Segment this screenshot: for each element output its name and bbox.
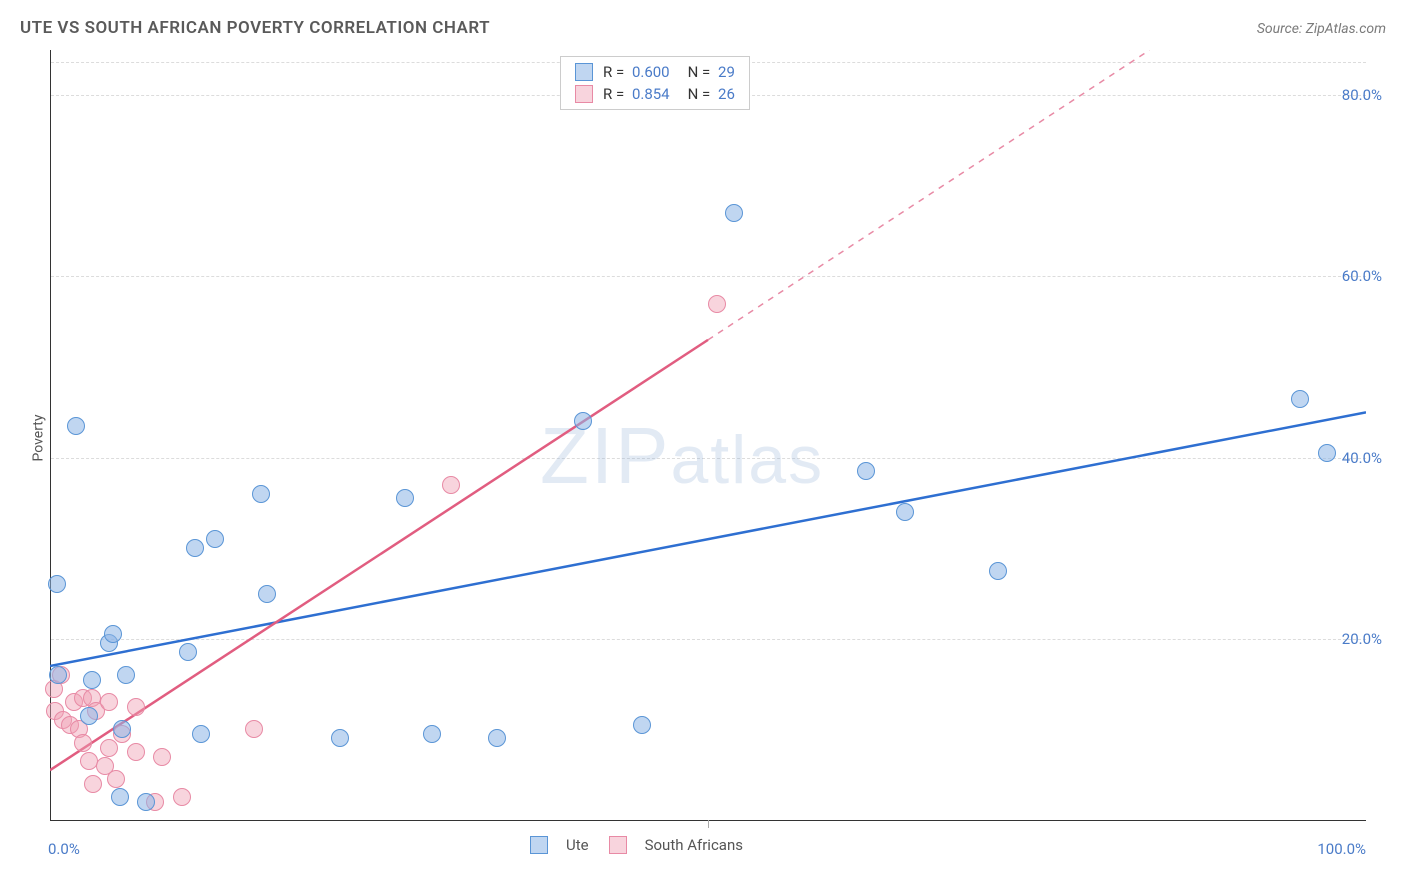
data-point	[113, 720, 131, 738]
legend-item-ute: Ute	[530, 836, 589, 854]
data-point	[396, 489, 414, 507]
data-point	[127, 743, 145, 761]
data-point	[153, 748, 171, 766]
series-legend: Ute South Africans	[530, 836, 743, 854]
swatch-ute-icon	[530, 836, 548, 854]
grid-line	[51, 458, 1366, 459]
swatch-sa	[575, 85, 593, 103]
data-point	[100, 693, 118, 711]
correlation-legend: R = 0.600 N = 29 R = 0.854 N = 26	[560, 56, 750, 110]
data-point	[989, 562, 1007, 580]
data-point	[48, 575, 66, 593]
data-point	[84, 775, 102, 793]
data-point	[1318, 444, 1336, 462]
legend-item-sa: South Africans	[609, 836, 743, 854]
data-point	[245, 720, 263, 738]
data-point	[173, 788, 191, 806]
swatch-ute	[575, 63, 593, 81]
data-point	[708, 295, 726, 313]
data-point	[331, 729, 349, 747]
legend-row-sa: R = 0.854 N = 26	[561, 83, 749, 105]
chart-title: UTE VS SOUTH AFRICAN POVERTY CORRELATION…	[20, 18, 490, 38]
chart: 20.0%40.0%60.0%80.0% 0.0% 100.0% Poverty…	[50, 50, 1386, 850]
y-tick-label: 60.0%	[1312, 267, 1382, 285]
data-point	[117, 666, 135, 684]
data-point	[111, 788, 129, 806]
data-point	[179, 643, 197, 661]
swatch-sa-icon	[609, 836, 627, 854]
y-axis-title: Poverty	[31, 414, 47, 461]
legend-row-ute: R = 0.600 N = 29	[561, 61, 749, 83]
data-point	[137, 793, 155, 811]
x-tick-label-end: 100.0%	[1317, 840, 1366, 858]
legend-label-ute: Ute	[566, 836, 589, 854]
data-point	[574, 412, 592, 430]
grid-line	[51, 276, 1366, 277]
data-point	[96, 757, 114, 775]
data-point	[896, 503, 914, 521]
data-point	[725, 204, 743, 222]
data-point	[67, 417, 85, 435]
data-point	[83, 671, 101, 689]
x-tick-label-start: 0.0%	[48, 840, 80, 858]
data-point	[857, 462, 875, 480]
data-point	[100, 739, 118, 757]
data-point	[258, 585, 276, 603]
trend-lines	[50, 50, 1366, 820]
y-tick-label: 80.0%	[1312, 86, 1382, 104]
data-point	[206, 530, 224, 548]
data-point	[186, 539, 204, 557]
data-point	[633, 716, 651, 734]
data-point	[127, 698, 145, 716]
x-tick	[708, 820, 709, 828]
data-point	[104, 625, 122, 643]
data-point	[423, 725, 441, 743]
data-point	[442, 476, 460, 494]
data-point	[80, 707, 98, 725]
legend-label-sa: South Africans	[645, 836, 743, 854]
data-point	[252, 485, 270, 503]
y-tick-label: 20.0%	[1312, 630, 1382, 648]
data-point	[192, 725, 210, 743]
data-point	[49, 666, 67, 684]
data-point	[488, 729, 506, 747]
data-point	[74, 734, 92, 752]
data-point	[1291, 390, 1309, 408]
source-label: Source: ZipAtlas.com	[1257, 21, 1386, 37]
grid-line	[51, 639, 1366, 640]
